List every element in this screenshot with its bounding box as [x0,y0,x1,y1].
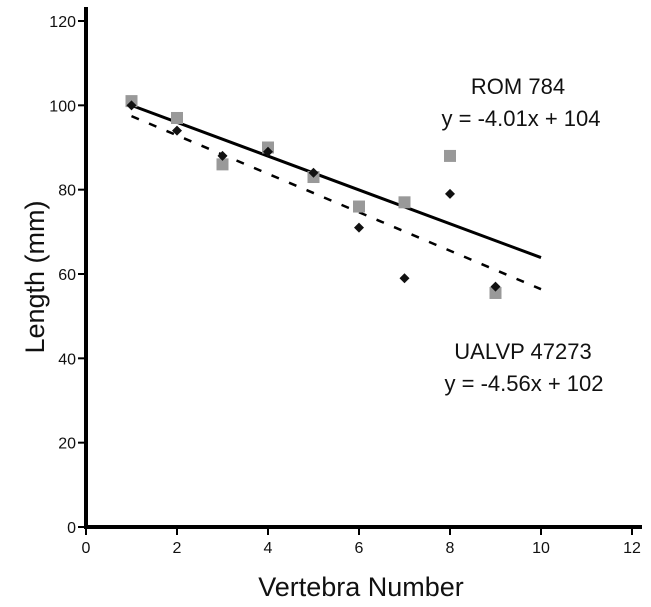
y-tick-label: 20 [58,436,76,453]
x-tick-label: 0 [82,540,91,557]
data-points [125,95,502,299]
x-tick-label: 2 [173,540,182,557]
y-tick-label: 60 [58,267,76,284]
x-tick-label: 12 [623,540,641,557]
ualvp-47273-equation: y = -4.56x + 102 [445,371,604,396]
x-tick-label: 4 [264,540,273,557]
trendlines [130,103,542,291]
x-tick-label: 10 [532,540,550,557]
diamond-point [126,100,137,111]
x-axis-label: Vertebra Number [258,572,464,602]
x-ticks: 0 2 4 6 8 10 12 [82,527,641,557]
y-tick-label: 0 [67,520,76,537]
y-tick-label: 120 [49,14,76,31]
x-tick-label: 6 [355,540,364,557]
diamond-point [172,125,182,136]
square-point [171,111,183,124]
square-point [216,158,229,171]
diamond-point [490,281,501,292]
square-point [353,200,365,213]
y-tick-label: 40 [58,351,76,368]
ualvp-47273-label: UALVP 47273 [454,339,591,364]
diamond-point [308,167,319,178]
rom-784-label: ROM 784 [471,74,565,99]
diamond-point [354,222,364,233]
trendline-solid [130,103,542,259]
diamond-point [217,150,228,161]
diamond-point [263,146,273,157]
square-point [489,286,502,299]
y-tick-label: 80 [58,183,76,200]
y-axis-label: Length (mm) [20,200,50,353]
diamond-point [399,273,410,284]
square-point [398,196,411,209]
y-ticks: 0 20 40 60 80 100 120 [49,14,86,537]
x-tick-label: 8 [446,540,455,557]
square-point [444,149,456,162]
trendline-dashed [131,114,542,291]
diamond-point [445,188,455,199]
rom-784-equation: y = -4.01x + 104 [442,106,601,131]
y-tick-label: 100 [49,98,76,115]
